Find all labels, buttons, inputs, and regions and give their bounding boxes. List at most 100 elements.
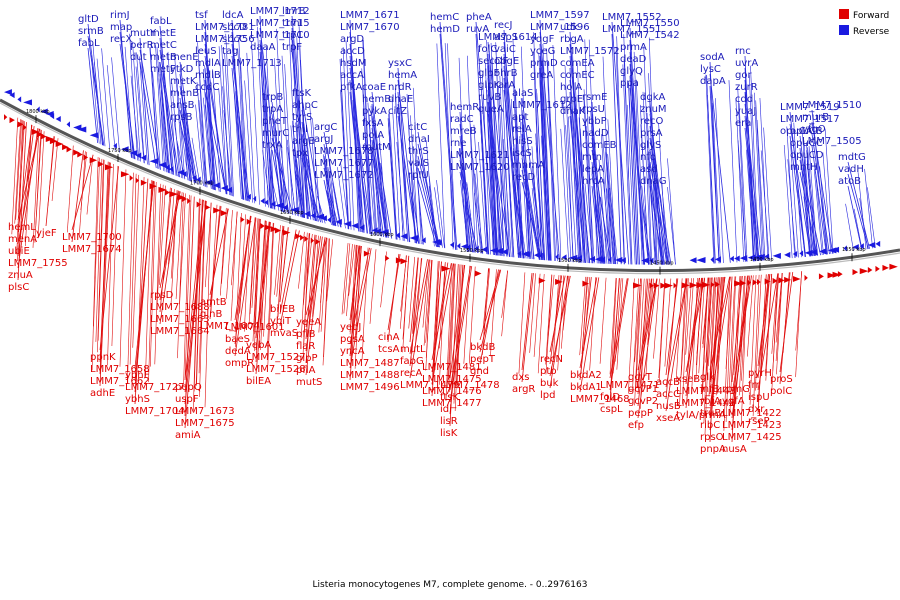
reverse-gene-arrow	[371, 227, 378, 234]
reverse-gene-arrow	[594, 256, 603, 263]
gene-leader-line	[466, 55, 476, 253]
gene-leader-line	[595, 195, 604, 264]
gene-leader-line	[198, 64, 208, 188]
gene-label: LMM7_1487	[340, 358, 400, 369]
gene-label: mvaS	[270, 328, 298, 339]
reverse-gene-arrow	[696, 257, 706, 264]
reverse-gene-arrow	[274, 202, 284, 209]
gene-label: infB	[700, 384, 720, 395]
gene-label: srmB	[78, 26, 104, 37]
gene-label: ispU	[748, 392, 770, 403]
gene-leader-line	[167, 51, 177, 176]
gene-label: LMM7_1671	[340, 10, 400, 21]
gene-label: dnaE	[388, 94, 413, 105]
gene-leader-line	[148, 181, 155, 383]
gene-leader-line	[79, 151, 86, 235]
forward-gene-arrow	[310, 237, 315, 244]
gene-leader-line	[546, 48, 555, 261]
reverse-gene-arrow	[701, 256, 706, 263]
gene-leader-line	[547, 274, 555, 339]
gene-leader-line	[195, 199, 203, 384]
gene-leader-line	[583, 99, 593, 264]
gene-label: trpC	[282, 30, 303, 41]
gene-leader-line	[204, 202, 212, 288]
gene-label: era	[735, 118, 751, 129]
gene-leader-line	[701, 277, 709, 400]
gene-label: folD	[600, 392, 620, 403]
gene-leader-line	[799, 159, 821, 256]
forward-gene-arrow	[49, 138, 58, 145]
gene-label: thrS	[408, 146, 429, 157]
forward-gene-arrow	[187, 197, 191, 204]
gene-leader-line	[552, 45, 562, 262]
gene-leader-line	[196, 199, 203, 386]
gene-leader-line	[409, 257, 419, 343]
gene-leader-line	[302, 233, 310, 354]
forward-gene-arrow	[363, 250, 370, 257]
gene-leader-line	[87, 47, 99, 143]
gene-leader-line	[87, 35, 105, 146]
scale-tick-label: 1450 kbp	[650, 261, 674, 267]
reverse-gene-arrow	[859, 243, 864, 250]
gene-label: alaS	[512, 88, 533, 99]
reverse-gene-arrow	[310, 212, 316, 219]
gene-label: gcvP1	[628, 384, 658, 395]
gene-leader-line	[305, 234, 317, 364]
gene-label: ybiT	[270, 316, 292, 327]
gene-leader-line	[647, 163, 657, 265]
gene-leader-line	[287, 146, 296, 216]
gene-label: udk	[560, 22, 579, 33]
gene-leader-line	[349, 244, 357, 335]
gene-label: LMM7_1715	[250, 18, 310, 29]
gene-leader-line	[606, 161, 616, 265]
gene-label: recJ	[494, 20, 513, 31]
gene-leader-line	[635, 278, 643, 390]
gene-label: opuCA	[780, 126, 813, 137]
gene-leader-line	[431, 263, 454, 385]
gene-label: rpsU	[582, 104, 605, 115]
gene-label: hemA	[388, 70, 417, 81]
gene-leader-line	[150, 47, 159, 169]
reverse-gene-arrow	[460, 243, 469, 250]
reverse-gene-arrow	[555, 253, 559, 260]
gene-label: hsdM	[340, 58, 367, 69]
gene-leader-line	[811, 133, 830, 255]
gene-leader-line	[370, 105, 380, 236]
reverse-gene-arrow	[270, 201, 276, 208]
gene-leader-line	[184, 200, 207, 405]
gene-label: proS	[770, 374, 793, 385]
gene-label: LMM7_1672	[314, 170, 374, 181]
gene-leader-line	[731, 275, 749, 431]
gene-leader-line	[691, 278, 698, 395]
gene-leader-line	[96, 58, 106, 147]
gene-leader-line	[411, 257, 419, 354]
gene-label: LMM7_1475	[422, 374, 482, 385]
gene-label: LMM7_1658	[90, 364, 150, 375]
gene-leader-line	[323, 131, 342, 228]
gene-leader-line	[86, 154, 94, 215]
gene-leader-line	[590, 111, 600, 264]
forward-gene-arrow	[196, 201, 202, 208]
gene-leader-line	[332, 182, 341, 228]
gene-label: opuCC	[790, 138, 823, 149]
gene-leader-line	[636, 79, 645, 265]
forward-gene-arrow	[710, 281, 715, 288]
gene-leader-line	[632, 278, 639, 388]
gene-label: secDF	[478, 56, 509, 67]
gene-leader-line	[361, 177, 371, 235]
gene-leader-line	[449, 263, 456, 392]
gene-label: rpsO	[700, 432, 724, 443]
gene-leader-line	[235, 212, 242, 347]
reverse-gene-arrow	[456, 242, 461, 249]
gene-leader-line	[106, 65, 116, 151]
reverse-gene-lines	[87, 15, 876, 265]
gene-label: yfgO	[802, 124, 826, 135]
forward-gene-arrow	[400, 258, 408, 265]
gene-leader-line	[607, 119, 617, 265]
gene-leader-line	[538, 52, 548, 261]
gene-label: pheA	[466, 12, 492, 23]
gene-leader-line	[552, 275, 560, 362]
forward-gene-arrow	[4, 114, 8, 121]
gene-label: efp	[628, 420, 644, 431]
gene-leader-line	[94, 61, 103, 146]
